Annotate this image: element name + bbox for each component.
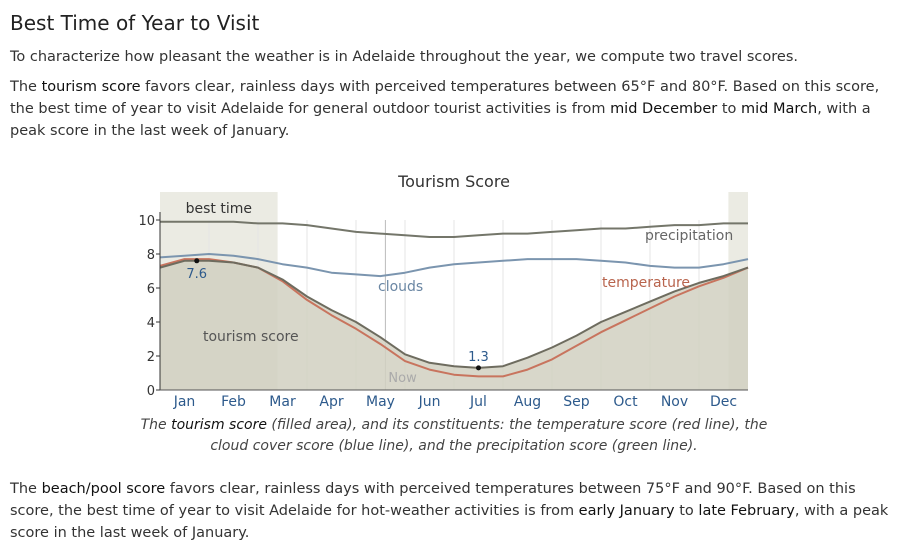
text-fragment: to: [717, 101, 742, 117]
text-fragment: The: [10, 79, 42, 95]
x-tick-label: Apr: [319, 394, 343, 410]
series-label: clouds: [378, 279, 423, 295]
annotation-dot: [194, 258, 200, 264]
text-fragment: The: [10, 481, 42, 497]
series-label: temperature: [602, 275, 690, 291]
x-tick-label: Oct: [613, 394, 638, 410]
x-tick-label: Jul: [469, 394, 487, 410]
best-time-end: mid March: [741, 101, 818, 117]
y-tick-label: 2: [147, 350, 155, 365]
x-tick-label: Mar: [269, 394, 296, 410]
y-tick-label: 10: [138, 214, 155, 229]
precipitation-score-line: [160, 220, 748, 238]
tourism-score-term: tourism score: [41, 79, 141, 95]
chart-title: Tourism Score: [397, 172, 510, 191]
y-tick-label: 8: [147, 248, 155, 263]
text-fragment: (filled area), and its constituents: the…: [210, 417, 768, 454]
annotation-dot: [476, 365, 481, 371]
y-tick-label: 0: [147, 384, 155, 399]
annotation-label: 1.3: [468, 350, 489, 365]
text-fragment: favors clear, rainless days with perceiv…: [10, 79, 880, 117]
series-label: tourism score: [203, 329, 299, 345]
x-tick-label: Sep: [563, 394, 590, 410]
text-fragment: The: [140, 417, 172, 433]
tourism-score-line: [159, 259, 749, 369]
text-fragment: favors clear, rainless days with perceiv…: [10, 481, 856, 519]
x-tick-label: Aug: [514, 394, 541, 410]
beach-score-term: beach/pool score: [41, 481, 166, 497]
page-heading: Best Time of Year to Visit: [10, 11, 260, 35]
now-label: Now: [388, 371, 417, 386]
tourism-score-area: [160, 260, 748, 390]
tourism-score-chart: 0 2 4 6 8 10 Jan Feb Mar Apr May Jun Jul Aug Sep Oct Nov…: [138, 172, 749, 410]
chart-caption: The tourism score (filled area), and its…: [140, 415, 768, 457]
caption-tourism-score-term: tourism score: [171, 417, 267, 433]
y-tick-label: 4: [147, 316, 155, 331]
beach-paragraph: The beach/pool score favors clear, rainl…: [10, 478, 895, 544]
beach-best-end: late February: [698, 503, 795, 519]
beach-best-start: early January: [578, 503, 675, 519]
x-tick-label: Nov: [661, 394, 688, 410]
x-tick-label: Dec: [710, 394, 737, 410]
text-fragment: , with a peak score in the last week of …: [10, 101, 871, 139]
x-tick-label: Jan: [173, 394, 196, 410]
y-tick-label: 6: [147, 282, 155, 297]
intro-paragraph: To characterize how pleasant the weather…: [10, 49, 798, 65]
annotation-label: 7.6: [186, 267, 207, 282]
x-tick-label: Feb: [221, 394, 246, 410]
cloud-score-line: [159, 253, 749, 278]
tourism-paragraph: The tourism score favors clear, rainless…: [10, 76, 895, 142]
series-label: precipitation: [645, 228, 733, 244]
text-fragment: to: [674, 503, 699, 519]
text-fragment: , with a peak score in the last week of …: [10, 503, 889, 541]
best-time-start: mid December: [610, 101, 718, 117]
best-time-label: best time: [186, 201, 252, 217]
x-tick-label: May: [366, 394, 395, 410]
x-tick-label: Jun: [418, 394, 441, 410]
